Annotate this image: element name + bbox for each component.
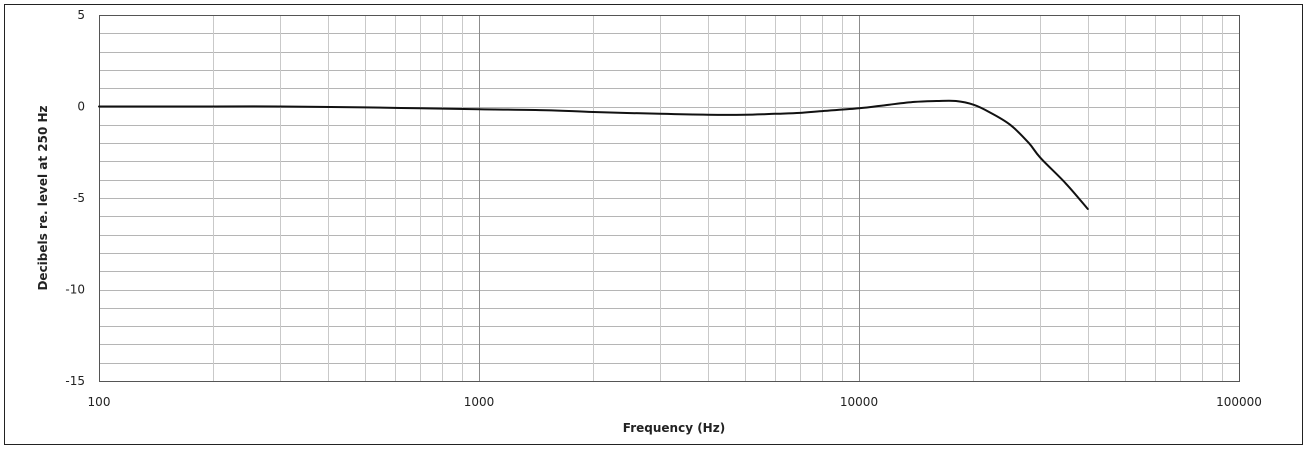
- y-tick-label: -10: [65, 283, 85, 297]
- x-tick-label: 1000: [464, 395, 495, 409]
- x-tick-label: 100000: [1216, 395, 1262, 409]
- y-tick-label: 0: [77, 100, 85, 114]
- plot-area-border: [99, 15, 1240, 382]
- y-tick-label: -5: [73, 191, 85, 205]
- chart-frame: 100 1000 10000 100000 5 0 -5 -10 -15 Frequency (…: [4, 4, 1303, 445]
- y-axis-label: Decibels re. level at 250 Hz: [36, 105, 50, 290]
- y-tick-label: 5: [77, 8, 85, 22]
- x-axis-label: Frequency (Hz): [623, 421, 725, 435]
- gridlines: [99, 15, 1240, 382]
- y-tick-label: -15: [65, 374, 85, 388]
- tick-labels: 100 1000 10000 100000 5 0 -5 -10 -15: [65, 8, 1262, 409]
- x-tick-label: 10000: [840, 395, 878, 409]
- series-line: [98, 99, 1089, 210]
- x-tick-label: 100: [88, 395, 111, 409]
- frequency-response-chart: 100 1000 10000 100000 5 0 -5 -10 -15 Frequency (…: [36, 8, 1262, 435]
- axes: [99, 15, 1240, 382]
